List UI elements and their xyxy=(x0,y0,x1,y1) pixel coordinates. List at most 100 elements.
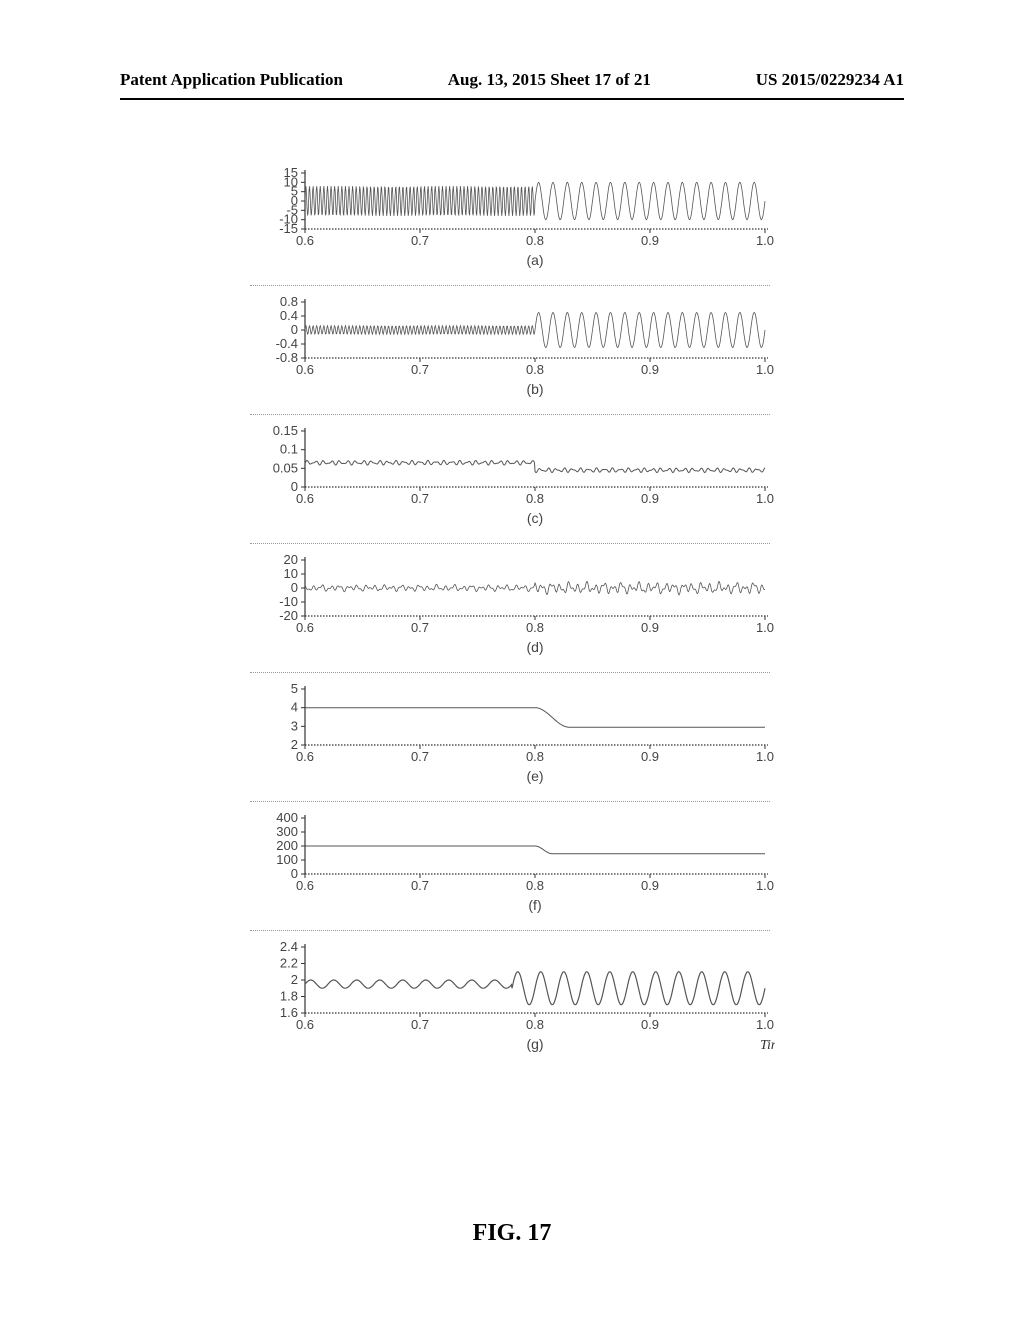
svg-text:0.6: 0.6 xyxy=(296,878,314,893)
svg-text:1.8: 1.8 xyxy=(280,989,298,1004)
subplot-label: (b) xyxy=(526,381,543,397)
svg-text:300: 300 xyxy=(276,824,298,839)
svg-text:0.1: 0.1 xyxy=(280,442,298,457)
svg-text:0.8: 0.8 xyxy=(280,294,298,309)
time-axis-label: Time[s] xyxy=(760,1038,775,1053)
subplot-separator xyxy=(250,414,770,415)
svg-text:0.6: 0.6 xyxy=(296,620,314,635)
subplot-e: 23450.60.70.80.91.0(e) xyxy=(250,681,770,793)
subplot-label: (e) xyxy=(526,768,543,784)
subplot-a: -15-10-50510150.60.70.80.91.0(a) xyxy=(250,165,770,277)
figure-label: FIG. 17 xyxy=(0,1220,1024,1247)
svg-text:1.0: 1.0 xyxy=(756,362,774,377)
svg-text:1.0: 1.0 xyxy=(756,878,774,893)
svg-text:0.8: 0.8 xyxy=(526,1017,544,1032)
header-left: Patent Application Publication xyxy=(120,70,343,90)
svg-text:0.7: 0.7 xyxy=(411,620,429,635)
subplot-separator xyxy=(250,672,770,673)
header-right: US 2015/0229234 A1 xyxy=(756,70,904,90)
svg-text:2.2: 2.2 xyxy=(280,956,298,971)
svg-text:0.6: 0.6 xyxy=(296,1017,314,1032)
subplot-label: (c) xyxy=(527,510,543,526)
header-rule xyxy=(120,98,904,100)
svg-text:0.05: 0.05 xyxy=(273,460,298,475)
svg-text:4: 4 xyxy=(291,700,298,715)
svg-text:-10: -10 xyxy=(279,594,298,609)
svg-text:0.4: 0.4 xyxy=(280,308,298,323)
svg-text:0.8: 0.8 xyxy=(526,362,544,377)
svg-text:400: 400 xyxy=(276,810,298,825)
svg-text:0.7: 0.7 xyxy=(411,233,429,248)
subplot-svg-f: 01002003004000.60.70.80.91.0(f) xyxy=(250,810,775,922)
subplot-label: (f) xyxy=(528,897,541,913)
series-line xyxy=(305,708,765,728)
series-line xyxy=(305,972,765,1005)
svg-text:0.9: 0.9 xyxy=(641,878,659,893)
subplot-d: -20-10010200.60.70.80.91.0(d) xyxy=(250,552,770,664)
svg-text:200: 200 xyxy=(276,838,298,853)
subplot-g: 1.61.822.22.40.60.70.80.91.0(g)Time[s] xyxy=(250,939,770,1061)
svg-text:2: 2 xyxy=(291,972,298,987)
svg-text:0.7: 0.7 xyxy=(411,878,429,893)
svg-text:0.8: 0.8 xyxy=(526,233,544,248)
svg-text:0.8: 0.8 xyxy=(526,620,544,635)
svg-text:3: 3 xyxy=(291,718,298,733)
svg-text:1.0: 1.0 xyxy=(756,620,774,635)
subplot-separator xyxy=(250,285,770,286)
svg-text:0.9: 0.9 xyxy=(641,491,659,506)
svg-text:0.9: 0.9 xyxy=(641,749,659,764)
subplot-svg-g: 1.61.822.22.40.60.70.80.91.0(g)Time[s] xyxy=(250,939,775,1061)
svg-text:0.6: 0.6 xyxy=(296,749,314,764)
series-line xyxy=(305,460,765,472)
subplot-svg-b: -0.8-0.400.40.80.60.70.80.91.0(b) xyxy=(250,294,775,406)
svg-text:15: 15 xyxy=(284,165,298,180)
svg-text:0.9: 0.9 xyxy=(641,1017,659,1032)
svg-text:2.4: 2.4 xyxy=(280,939,298,954)
series-line xyxy=(305,182,765,219)
subplot-c: 00.050.10.150.60.70.80.91.0(c) xyxy=(250,423,770,535)
subplot-svg-e: 23450.60.70.80.91.0(e) xyxy=(250,681,775,793)
svg-text:0.7: 0.7 xyxy=(411,749,429,764)
svg-text:10: 10 xyxy=(284,566,298,581)
subplot-b: -0.8-0.400.40.80.60.70.80.91.0(b) xyxy=(250,294,770,406)
svg-text:0.7: 0.7 xyxy=(411,1017,429,1032)
page-header: Patent Application Publication Aug. 13, … xyxy=(0,70,1024,90)
subplot-label: (a) xyxy=(526,252,543,268)
svg-text:0.8: 0.8 xyxy=(526,749,544,764)
svg-text:100: 100 xyxy=(276,852,298,867)
svg-text:0.6: 0.6 xyxy=(296,233,314,248)
svg-text:1.0: 1.0 xyxy=(756,491,774,506)
header-center: Aug. 13, 2015 Sheet 17 of 21 xyxy=(448,70,651,90)
svg-text:0.7: 0.7 xyxy=(411,491,429,506)
svg-text:0.8: 0.8 xyxy=(526,491,544,506)
svg-text:0.7: 0.7 xyxy=(411,362,429,377)
svg-text:0.9: 0.9 xyxy=(641,362,659,377)
subplot-separator xyxy=(250,543,770,544)
svg-text:-0.4: -0.4 xyxy=(276,336,298,351)
svg-text:0: 0 xyxy=(291,322,298,337)
svg-text:5: 5 xyxy=(291,681,298,696)
charts-column: -15-10-50510150.60.70.80.91.0(a)-0.8-0.4… xyxy=(250,165,770,1067)
subplot-separator xyxy=(250,930,770,931)
svg-text:0.8: 0.8 xyxy=(526,878,544,893)
subplot-f: 01002003004000.60.70.80.91.0(f) xyxy=(250,810,770,922)
subplot-label: (d) xyxy=(526,639,543,655)
subplot-svg-c: 00.050.10.150.60.70.80.91.0(c) xyxy=(250,423,775,535)
svg-text:-0.8: -0.8 xyxy=(276,350,298,365)
series-line xyxy=(305,313,765,348)
svg-text:1.0: 1.0 xyxy=(756,749,774,764)
svg-text:0.9: 0.9 xyxy=(641,620,659,635)
subplot-svg-a: -15-10-50510150.60.70.80.91.0(a) xyxy=(250,165,775,277)
svg-text:0: 0 xyxy=(291,580,298,595)
subplot-label: (g) xyxy=(526,1036,543,1052)
subplot-separator xyxy=(250,801,770,802)
svg-text:0.6: 0.6 xyxy=(296,491,314,506)
series-line xyxy=(305,846,765,854)
page-container: Patent Application Publication Aug. 13, … xyxy=(0,0,1024,1320)
svg-text:1.0: 1.0 xyxy=(756,1017,774,1032)
svg-text:0.6: 0.6 xyxy=(296,362,314,377)
svg-text:0.9: 0.9 xyxy=(641,233,659,248)
subplot-svg-d: -20-10010200.60.70.80.91.0(d) xyxy=(250,552,775,664)
svg-text:0.15: 0.15 xyxy=(273,423,298,438)
svg-text:1.0: 1.0 xyxy=(756,233,774,248)
